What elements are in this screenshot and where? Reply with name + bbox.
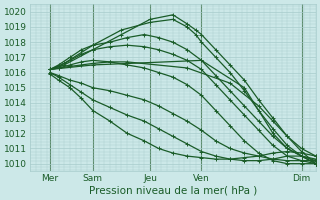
X-axis label: Pression niveau de la mer( hPa ): Pression niveau de la mer( hPa )	[89, 186, 257, 196]
